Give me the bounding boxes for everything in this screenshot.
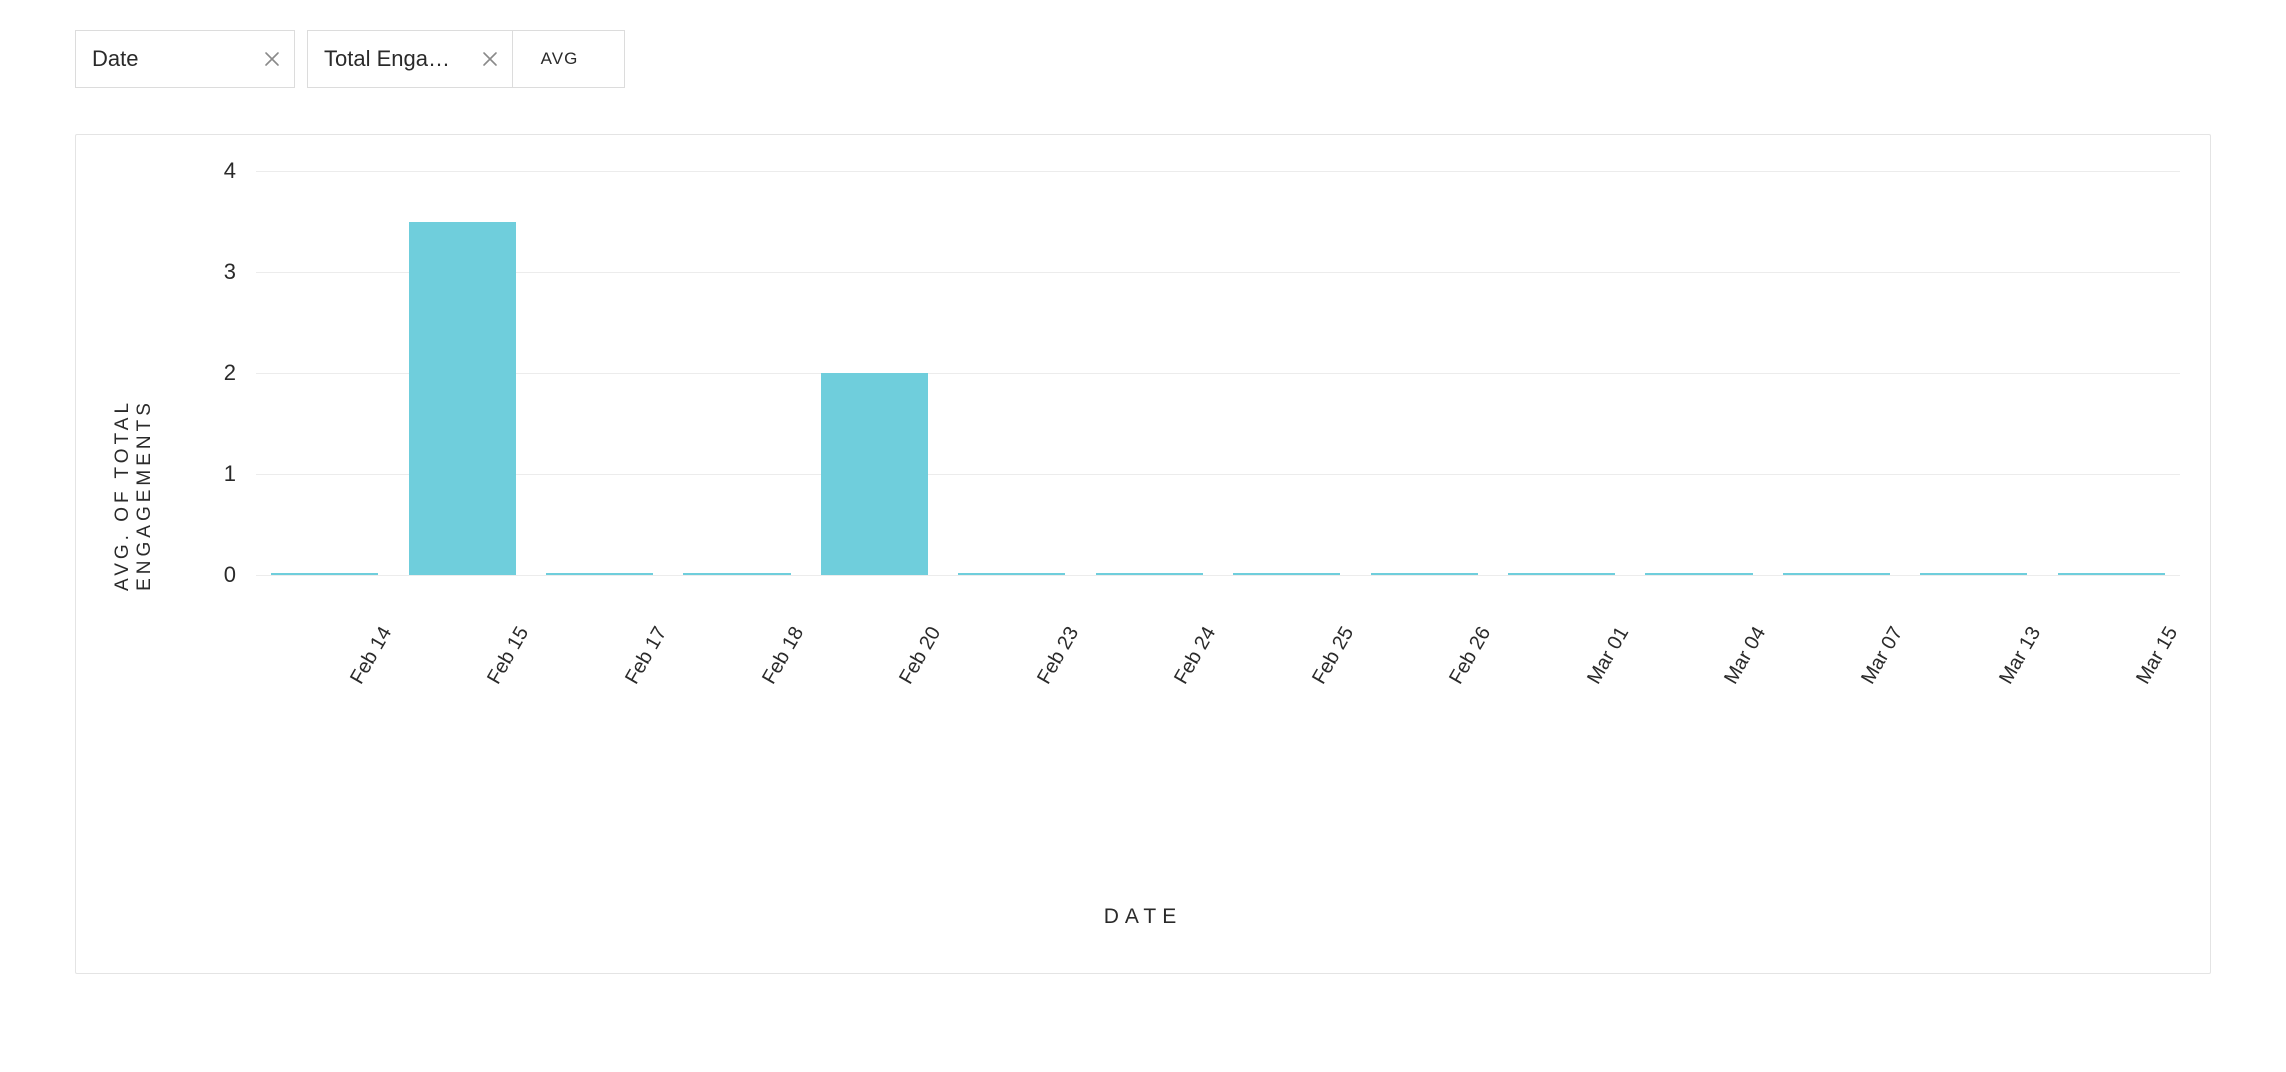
- bars-layer: [256, 171, 2180, 575]
- x-tick-label: Feb 24: [1170, 623, 1221, 688]
- y-tick-label: 4: [196, 158, 236, 184]
- bar[interactable]: [1508, 573, 1615, 575]
- x-tick-label: Feb 18: [758, 623, 809, 688]
- bar[interactable]: [1645, 573, 1752, 575]
- y-tick-label: 3: [196, 259, 236, 285]
- bar[interactable]: [1233, 573, 1340, 575]
- bar[interactable]: [2058, 573, 2165, 575]
- x-tick-label: Feb 14: [346, 623, 397, 688]
- dimension-pill[interactable]: Date: [75, 30, 295, 88]
- bar[interactable]: [821, 373, 928, 575]
- metric-pill-label: Total Engage…: [308, 46, 468, 72]
- bar[interactable]: [271, 573, 378, 575]
- x-tick-label: Mar 15: [2132, 623, 2183, 688]
- x-tick-label: Mar 04: [1720, 623, 1771, 688]
- x-tick-label: Feb 25: [1308, 623, 1359, 688]
- x-tick-label: Mar 13: [1995, 623, 2046, 688]
- aggregation-selector[interactable]: AVG: [512, 31, 606, 87]
- x-axis-title: DATE: [76, 905, 2210, 929]
- bar[interactable]: [1920, 573, 2027, 575]
- bar[interactable]: [546, 573, 653, 575]
- y-tick-label: 1: [196, 461, 236, 487]
- field-pill-row: Date Total Engage… AVG: [75, 30, 2211, 88]
- x-tick-label: Feb 20: [896, 623, 947, 688]
- x-tick-label: Feb 23: [1033, 623, 1084, 688]
- bar[interactable]: [1096, 573, 1203, 575]
- gridline: [256, 575, 2180, 576]
- bar[interactable]: [1783, 573, 1890, 575]
- x-tick-label: Mar 01: [1583, 623, 1634, 688]
- x-tick-label: Feb 15: [483, 623, 534, 688]
- bar[interactable]: [958, 573, 1065, 575]
- dimension-pill-label: Date: [76, 46, 250, 72]
- metric-pill[interactable]: Total Engage… AVG: [307, 30, 625, 88]
- y-tick-label: 2: [196, 360, 236, 386]
- close-icon[interactable]: [250, 51, 294, 67]
- close-icon[interactable]: [468, 51, 512, 67]
- bar[interactable]: [1371, 573, 1478, 575]
- x-tick-labels: Feb 14 Feb 15 Feb 17 Feb 18 Feb 20 Feb 23 Feb …: [196, 623, 2180, 773]
- bar[interactable]: [683, 573, 790, 575]
- y-axis-title: AVG. OF TOTAL ENGAGEMENTS: [112, 315, 156, 675]
- chart-card: AVG. OF TOTAL ENGAGEMENTS 01234 Feb 14Fe…: [75, 134, 2211, 974]
- x-tick-label: Feb 26: [1445, 623, 1496, 688]
- x-tick-label: Feb 17: [621, 623, 672, 688]
- y-tick-label: 0: [196, 562, 236, 588]
- bar[interactable]: [409, 222, 516, 576]
- x-tick-label: Mar 07: [1858, 623, 1909, 688]
